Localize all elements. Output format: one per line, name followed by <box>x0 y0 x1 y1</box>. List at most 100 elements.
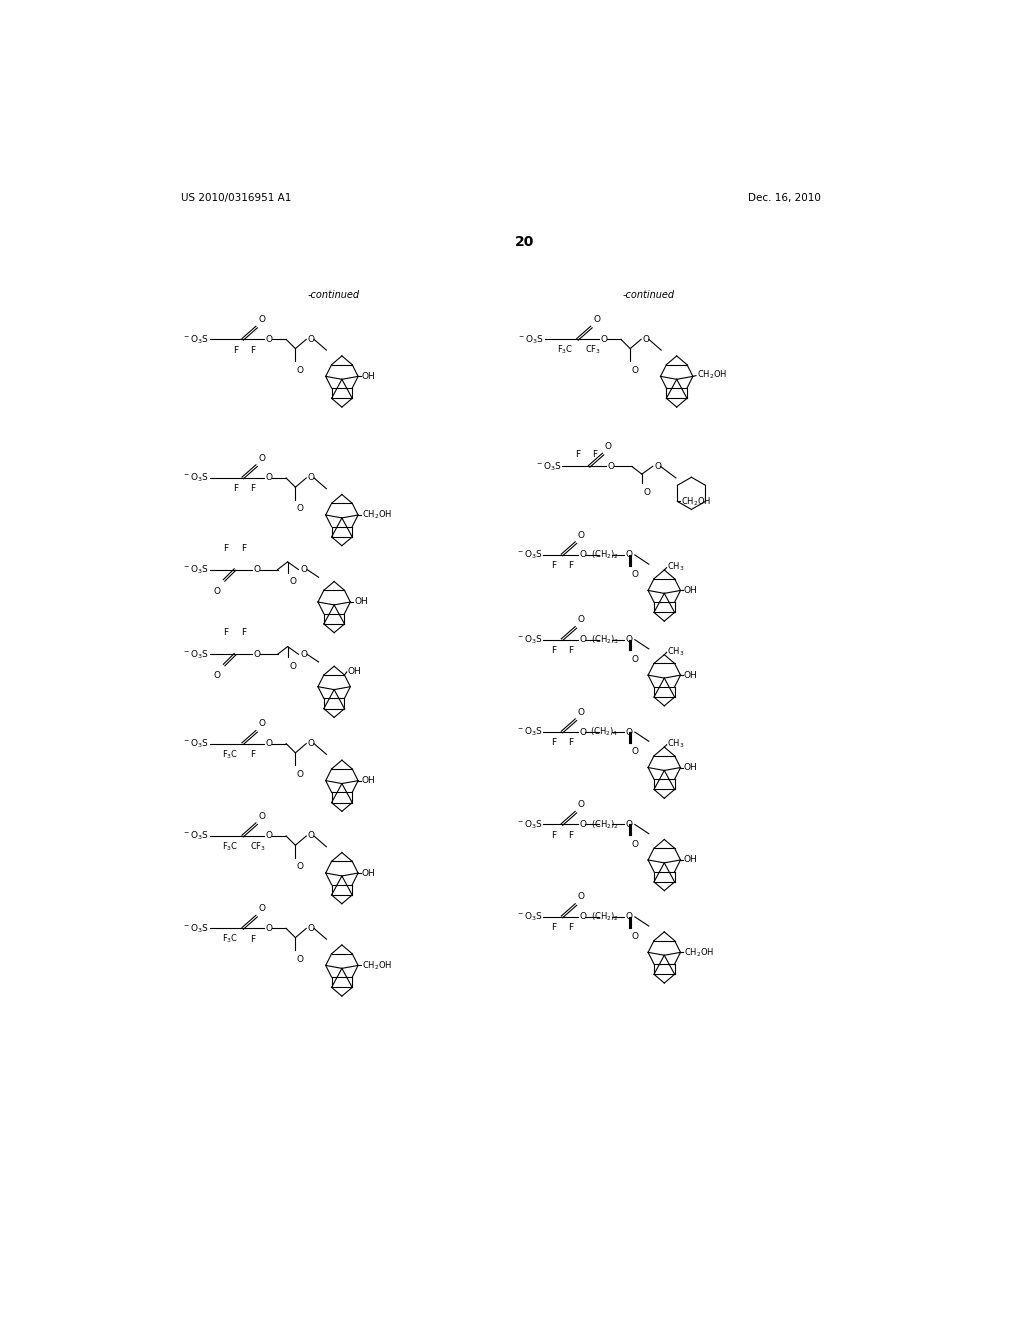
Text: O: O <box>632 655 639 664</box>
Text: $\mathregular{{}^-O_3S}$: $\mathregular{{}^-O_3S}$ <box>515 726 543 738</box>
Text: F: F <box>251 346 256 355</box>
Text: OH: OH <box>361 372 376 381</box>
Text: O: O <box>258 315 265 323</box>
Text: O: O <box>601 335 608 343</box>
Text: O: O <box>626 912 633 921</box>
Text: O: O <box>578 531 585 540</box>
Text: O: O <box>266 474 273 482</box>
Text: F$_3$C: F$_3$C <box>222 933 238 945</box>
Text: F$_3$C: F$_3$C <box>222 748 238 760</box>
Text: $\mathregular{{}^-O_3S}$: $\mathregular{{}^-O_3S}$ <box>182 564 209 576</box>
Text: F: F <box>232 484 238 494</box>
Text: OH: OH <box>684 671 697 680</box>
Text: O: O <box>579 820 586 829</box>
Text: O: O <box>643 488 650 496</box>
Text: F: F <box>241 628 247 638</box>
Text: CF$_3$: CF$_3$ <box>586 345 601 356</box>
Text: O: O <box>579 912 586 921</box>
Text: O: O <box>297 770 304 779</box>
Text: $\mathregular{{}^-O_3S}$: $\mathregular{{}^-O_3S}$ <box>182 830 209 842</box>
Text: O: O <box>258 904 265 913</box>
Text: O: O <box>266 924 273 933</box>
Text: $\mathregular{{}^-O_3S}$: $\mathregular{{}^-O_3S}$ <box>182 648 209 660</box>
Text: $\mathregular{{}^-O_3S}$: $\mathregular{{}^-O_3S}$ <box>182 471 209 484</box>
Text: F: F <box>568 923 573 932</box>
Text: O: O <box>266 335 273 343</box>
Text: F: F <box>568 738 573 747</box>
Text: F$_3$C: F$_3$C <box>222 841 238 853</box>
Text: $\mathregular{{}^-O_3S}$: $\mathregular{{}^-O_3S}$ <box>515 549 543 561</box>
Text: (CH$_2$)$_3$: (CH$_2$)$_3$ <box>591 634 618 645</box>
Text: O: O <box>578 892 585 902</box>
Text: O: O <box>254 565 260 574</box>
Text: F: F <box>574 450 580 458</box>
Text: OH: OH <box>684 586 697 595</box>
Text: CH$_2$OH: CH$_2$OH <box>361 960 392 972</box>
Text: O: O <box>289 663 296 671</box>
Text: O: O <box>632 366 639 375</box>
Text: US 2010/0316951 A1: US 2010/0316951 A1 <box>180 194 291 203</box>
Text: F: F <box>251 484 256 494</box>
Text: O: O <box>654 462 662 471</box>
Text: CH$_3$: CH$_3$ <box>668 645 685 657</box>
Text: F: F <box>251 935 256 944</box>
Text: $\mathregular{{}^-O_3S}$: $\mathregular{{}^-O_3S}$ <box>515 911 543 923</box>
Text: O: O <box>301 649 308 659</box>
Text: Dec. 16, 2010: Dec. 16, 2010 <box>748 194 821 203</box>
Text: F: F <box>551 738 556 747</box>
Text: $\mathregular{{}^-O_3S}$: $\mathregular{{}^-O_3S}$ <box>535 461 561 473</box>
Text: F: F <box>551 561 556 570</box>
Text: O: O <box>626 820 633 829</box>
Text: F: F <box>551 830 556 840</box>
Text: $\mathregular{{}^-O_3S}$: $\mathregular{{}^-O_3S}$ <box>182 333 209 346</box>
Text: F: F <box>232 346 238 355</box>
Text: O: O <box>308 739 314 748</box>
Text: OH: OH <box>684 763 697 772</box>
Text: O: O <box>308 832 314 841</box>
Text: F: F <box>568 561 573 570</box>
Text: CH$_3$: CH$_3$ <box>668 738 685 750</box>
Text: O: O <box>632 932 639 941</box>
Text: F: F <box>223 544 228 553</box>
Text: F: F <box>551 645 556 655</box>
Text: F: F <box>568 830 573 840</box>
Text: F$_3$C: F$_3$C <box>556 345 572 356</box>
Text: O: O <box>254 649 260 659</box>
Text: O: O <box>578 800 585 809</box>
Text: O: O <box>214 586 221 595</box>
Text: O: O <box>604 442 611 451</box>
Text: F: F <box>251 750 256 759</box>
Text: O: O <box>297 954 304 964</box>
Text: (CH$_2$)$_2$: (CH$_2$)$_2$ <box>591 911 618 923</box>
Text: (CH$_2$)$_2$: (CH$_2$)$_2$ <box>591 818 618 830</box>
Text: 20: 20 <box>515 235 535 248</box>
Text: O: O <box>626 635 633 644</box>
Text: O: O <box>301 565 308 574</box>
Text: CH$_2$OH: CH$_2$OH <box>681 495 712 508</box>
Text: O: O <box>578 708 585 717</box>
Text: (CH$_2$)$_4$: (CH$_2$)$_4$ <box>591 726 618 738</box>
Text: $\mathregular{{}^-O_3S}$: $\mathregular{{}^-O_3S}$ <box>515 634 543 645</box>
Text: CH$_2$OH: CH$_2$OH <box>696 368 727 381</box>
Text: O: O <box>266 739 273 748</box>
Text: O: O <box>266 832 273 841</box>
Text: O: O <box>579 727 586 737</box>
Text: O: O <box>579 635 586 644</box>
Text: O: O <box>308 474 314 482</box>
Text: OH: OH <box>361 776 376 785</box>
Text: $\mathregular{{}^-O_3S}$: $\mathregular{{}^-O_3S}$ <box>515 818 543 830</box>
Text: O: O <box>607 462 614 471</box>
Text: O: O <box>258 812 265 821</box>
Text: CF$_3$: CF$_3$ <box>251 841 266 853</box>
Text: F: F <box>223 628 228 638</box>
Text: O: O <box>578 615 585 624</box>
Text: O: O <box>632 570 639 579</box>
Text: O: O <box>297 862 304 871</box>
Text: O: O <box>632 840 639 849</box>
Text: F: F <box>241 544 247 553</box>
Text: CH$_2$OH: CH$_2$OH <box>684 946 714 958</box>
Text: OH: OH <box>361 869 376 878</box>
Text: $\mathregular{{}^-O_3S}$: $\mathregular{{}^-O_3S}$ <box>517 333 544 346</box>
Text: CH$_2$OH: CH$_2$OH <box>361 508 392 521</box>
Text: F: F <box>592 450 597 458</box>
